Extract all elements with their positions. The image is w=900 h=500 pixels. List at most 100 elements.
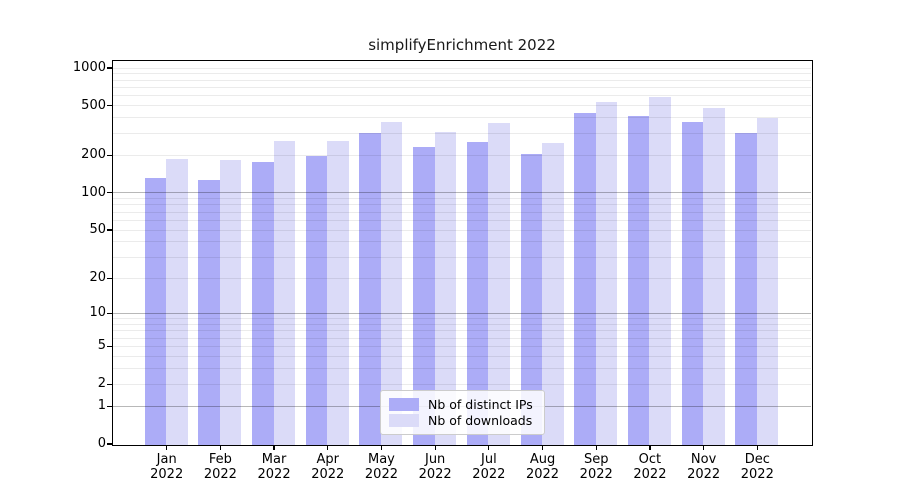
x-tick-label: Jul 2022 [457, 452, 521, 482]
x-tick-month: Aug [529, 452, 556, 467]
x-tick-month: Mar [261, 452, 287, 467]
x-tick-year: 2022 [687, 466, 721, 482]
gridline-major [112, 312, 811, 314]
x-tick-month: Dec [744, 452, 770, 467]
gridline-minor [112, 117, 811, 119]
x-tick-mark [488, 445, 490, 450]
y-tick-label: 5 [97, 338, 106, 354]
x-tick-label: Dec 2022 [725, 452, 789, 482]
x-tick-year: 2022 [418, 466, 452, 482]
gridline-minor [112, 368, 811, 370]
gridline-minor [112, 105, 811, 107]
x-tick-label: Aug 2022 [511, 452, 575, 482]
x-tick-year: 2022 [740, 466, 774, 482]
x-tick-label: Apr 2022 [296, 452, 360, 482]
gridline-minor [112, 277, 811, 279]
y-tick-mark [107, 277, 112, 279]
gridline-minor [112, 219, 811, 221]
bar-downloads [434, 131, 457, 445]
y-tick-mark [107, 154, 112, 156]
gridline-minor [112, 79, 811, 81]
chart-title: simplifyEnrichment 2022 [368, 36, 556, 54]
x-tick-label: Jun 2022 [403, 452, 467, 482]
x-tick-month: Jul [481, 452, 497, 467]
bar-distinct-ips [520, 153, 543, 445]
x-tick-label: Nov 2022 [672, 452, 736, 482]
bar-distinct-ips [359, 132, 381, 445]
gridline-minor [112, 86, 811, 88]
bar-downloads [703, 107, 725, 445]
x-tick-mark [756, 445, 758, 450]
x-tick-mark [595, 445, 597, 450]
y-tick-label: 10 [89, 305, 106, 321]
bar-distinct-ips [466, 141, 489, 445]
bar-distinct-ips [198, 180, 220, 445]
y-tick-mark [107, 345, 112, 348]
x-tick-year: 2022 [150, 466, 184, 482]
gridline-minor [112, 211, 811, 213]
y-tick-label: 50 [89, 222, 106, 237]
y-tick-mark [107, 405, 112, 407]
gridline-minor [112, 154, 811, 156]
bar-distinct-ips [305, 155, 328, 445]
gridline-minor [112, 132, 811, 134]
y-tick-label: 0 [97, 436, 106, 451]
y-tick-mark [107, 229, 112, 231]
x-tick-mark [434, 445, 436, 450]
gridline-minor [112, 355, 811, 357]
bar-distinct-ips [413, 146, 435, 445]
x-tick-mark [541, 445, 544, 450]
x-tick-month: Nov [690, 452, 717, 467]
legend: Nb of distinct IPs Nb of downloads [380, 390, 545, 435]
x-tick-month: Jun [424, 452, 446, 467]
y-tick-mark [107, 443, 112, 445]
x-tick-mark [219, 445, 221, 450]
gridline-minor [112, 383, 811, 385]
bar-downloads [649, 97, 671, 445]
x-tick-month: Feb [208, 452, 232, 467]
y-tick-label: 100 [81, 184, 106, 200]
x-tick-month: Oct [638, 452, 662, 467]
plot-area [111, 59, 813, 446]
bar-distinct-ips [252, 161, 274, 445]
x-tick-label: Jan 2022 [135, 452, 199, 482]
gridline-minor [112, 204, 811, 206]
x-tick-mark [166, 445, 168, 450]
legend-item-downloads: Nb of downloads [389, 413, 536, 429]
bar-downloads [219, 159, 242, 445]
y-tick-label: 20 [89, 270, 106, 286]
legend-label-downloads: Nb of downloads [428, 413, 533, 429]
bar-distinct-ips [735, 133, 757, 445]
y-tick-mark [107, 312, 112, 315]
legend-label-distinct-ips: Nb of distinct IPs [428, 396, 533, 412]
x-tick-mark [703, 445, 705, 450]
bar-downloads [595, 102, 618, 445]
x-tick-year: 2022 [472, 466, 506, 482]
bar-distinct-ips [627, 116, 650, 445]
gridline-minor [112, 345, 811, 347]
gridline-minor [112, 198, 811, 199]
x-tick-year: 2022 [525, 466, 560, 482]
bar-downloads [380, 121, 403, 445]
bar-downloads [488, 123, 510, 445]
x-tick-month: Sep [583, 452, 609, 467]
gridline-minor [112, 256, 811, 258]
y-tick-mark [107, 192, 112, 194]
gridline-minor [112, 337, 811, 339]
bar-downloads [542, 143, 564, 445]
y-tick-label: 500 [81, 97, 106, 113]
legend-swatch-distinct-ips-icon [389, 397, 419, 411]
x-tick-mark [273, 445, 275, 450]
gridline-minor [112, 318, 811, 320]
bar-downloads [166, 158, 188, 445]
x-tick-year: 2022 [633, 466, 667, 482]
bar-distinct-ips [144, 178, 167, 445]
bar-distinct-ips [681, 122, 704, 445]
gridline-minor [112, 241, 811, 243]
y-tick-mark [107, 383, 112, 385]
bar-distinct-ips [574, 113, 596, 445]
legend-item-distinct-ips: Nb of distinct IPs [389, 396, 536, 412]
gridline-minor [112, 73, 811, 75]
y-tick-label: 200 [81, 147, 106, 163]
